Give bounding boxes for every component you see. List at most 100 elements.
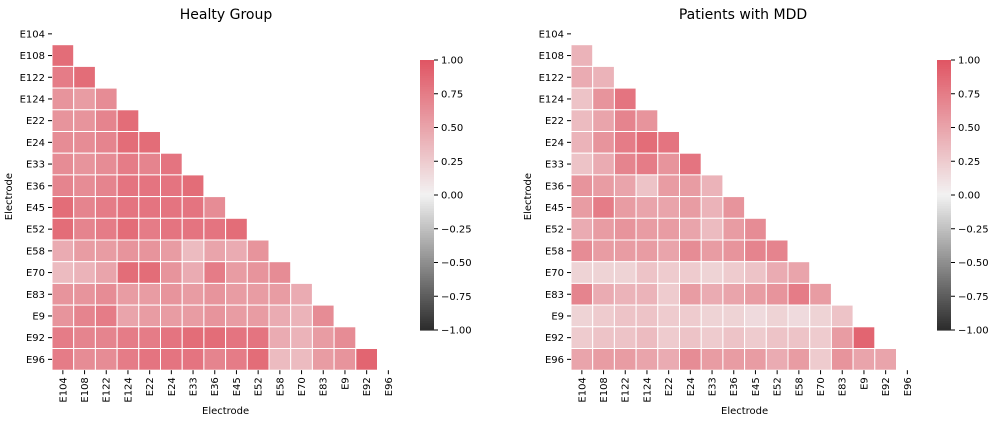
colorbar-segment <box>937 156 951 160</box>
heatmap-cell <box>657 282 680 306</box>
colorbar-segment <box>420 235 434 239</box>
heatmap-cell <box>570 304 594 328</box>
heatmap-cell <box>73 174 96 198</box>
colorbar-segment <box>937 170 951 174</box>
heatmap-cell <box>765 348 789 371</box>
colorbar-segment <box>420 303 434 306</box>
heatmap-cell <box>635 239 659 263</box>
colorbar-segment <box>937 174 951 178</box>
colorbar-segment <box>937 82 951 86</box>
heatmap-cell <box>592 174 615 198</box>
colorbar-segment <box>937 84 951 88</box>
colorbar-segment <box>937 105 951 108</box>
y-tick-label: E45 <box>26 203 45 214</box>
heatmap-cell <box>51 174 75 198</box>
heatmap-cell <box>51 109 75 133</box>
colorbar-segment <box>937 251 951 255</box>
heatmap-cell <box>160 239 183 263</box>
heatmap-cell <box>657 152 680 176</box>
heatmap-cell <box>225 282 248 306</box>
y-tick-label: E92 <box>26 333 45 344</box>
colorbar-segment <box>937 107 951 111</box>
heatmap-cell <box>744 261 767 284</box>
heatmap-cell <box>160 282 183 306</box>
heatmap-cell <box>225 261 248 284</box>
heatmap-cell <box>744 217 767 241</box>
heatmap-cell <box>765 261 789 284</box>
heatmap-cell <box>613 326 637 349</box>
y-tick-label: E58 <box>545 246 564 257</box>
colorbar-segment <box>420 127 434 131</box>
colorbar-segment <box>420 233 434 237</box>
colorbar-segment <box>420 251 434 255</box>
colorbar-segment <box>937 91 951 95</box>
colorbar-segment <box>420 105 434 108</box>
colorbar-segment <box>420 258 434 261</box>
heatmap-cell <box>73 196 96 219</box>
colorbar-segment <box>937 172 951 176</box>
colorbar-segment <box>420 314 434 318</box>
colorbar-segment <box>937 89 951 93</box>
colorbar-segment <box>420 296 434 300</box>
colorbar-segment <box>937 249 951 252</box>
x-tick-label: E22 <box>145 377 156 396</box>
colorbar-segment <box>420 285 434 288</box>
colorbar-segment <box>420 82 434 86</box>
colorbar-segment <box>937 215 951 219</box>
heatmap-cell <box>225 348 248 371</box>
colorbar-segment <box>937 298 951 302</box>
heatmap-cell <box>73 239 96 263</box>
colorbar-segment <box>937 183 951 187</box>
x-tick-label: E70 <box>816 377 827 396</box>
y-tick-label: E124 <box>539 94 564 105</box>
heatmap-cell <box>116 348 140 371</box>
colorbar-segment <box>420 100 434 104</box>
colorbar-segment <box>420 260 434 264</box>
colorbar-segment <box>420 262 434 266</box>
heatmap-cell <box>181 239 205 263</box>
heatmap-cell <box>635 196 659 219</box>
heatmap-cell <box>765 282 789 306</box>
colorbar-segment <box>420 192 434 196</box>
colorbar-tick-label: −0.50 <box>958 258 989 269</box>
colorbar-segment <box>937 285 951 288</box>
heatmap-cell <box>160 348 183 371</box>
colorbar: 1.00 0.75 0.50 0.25 0.00 −0.25 −0.50 −0.75 −1.00 <box>420 56 472 337</box>
heatmap-cell <box>592 282 615 306</box>
colorbar-tick-label: 0.25 <box>441 157 463 168</box>
colorbar-segment <box>937 120 951 124</box>
colorbar-tick-label: −1.00 <box>441 326 472 337</box>
y-axis-label: Electrode <box>523 173 534 220</box>
heatmap-cell <box>290 304 313 328</box>
x-axis-label: Electrode <box>202 406 249 417</box>
x-tick-label: E58 <box>275 377 286 396</box>
colorbar-segment <box>937 69 951 72</box>
heatmap-cell <box>268 304 292 328</box>
colorbar-segment <box>937 161 951 165</box>
colorbar-segment <box>937 224 951 228</box>
x-tick-label: E96 <box>903 377 914 396</box>
heatmap-cell <box>635 131 659 154</box>
colorbar-segment <box>420 278 434 282</box>
colorbar-segment <box>937 143 951 147</box>
heatmap-cell <box>874 348 897 371</box>
colorbar-segment <box>937 96 951 99</box>
x-tick-label: E83 <box>838 377 849 396</box>
colorbar-segment <box>420 276 434 279</box>
colorbar-segment <box>420 213 434 216</box>
heatmap-cell <box>744 326 767 349</box>
heatmap-cell <box>635 152 659 176</box>
heatmap-cell <box>570 326 594 349</box>
heatmap-cell <box>613 109 637 133</box>
colorbar-segment <box>420 294 434 297</box>
heatmap-cell <box>570 152 594 176</box>
heatmap-cell <box>138 131 162 154</box>
heatmap-cell <box>51 282 75 306</box>
colorbar-segment <box>420 249 434 252</box>
colorbar-tick-label: 0.75 <box>958 89 980 100</box>
x-tick-label: E45 <box>751 377 762 396</box>
colorbar-segment <box>937 165 951 169</box>
colorbar-segment <box>937 129 951 133</box>
heatmap-cell <box>722 304 746 328</box>
heatmap-cell <box>160 152 183 176</box>
